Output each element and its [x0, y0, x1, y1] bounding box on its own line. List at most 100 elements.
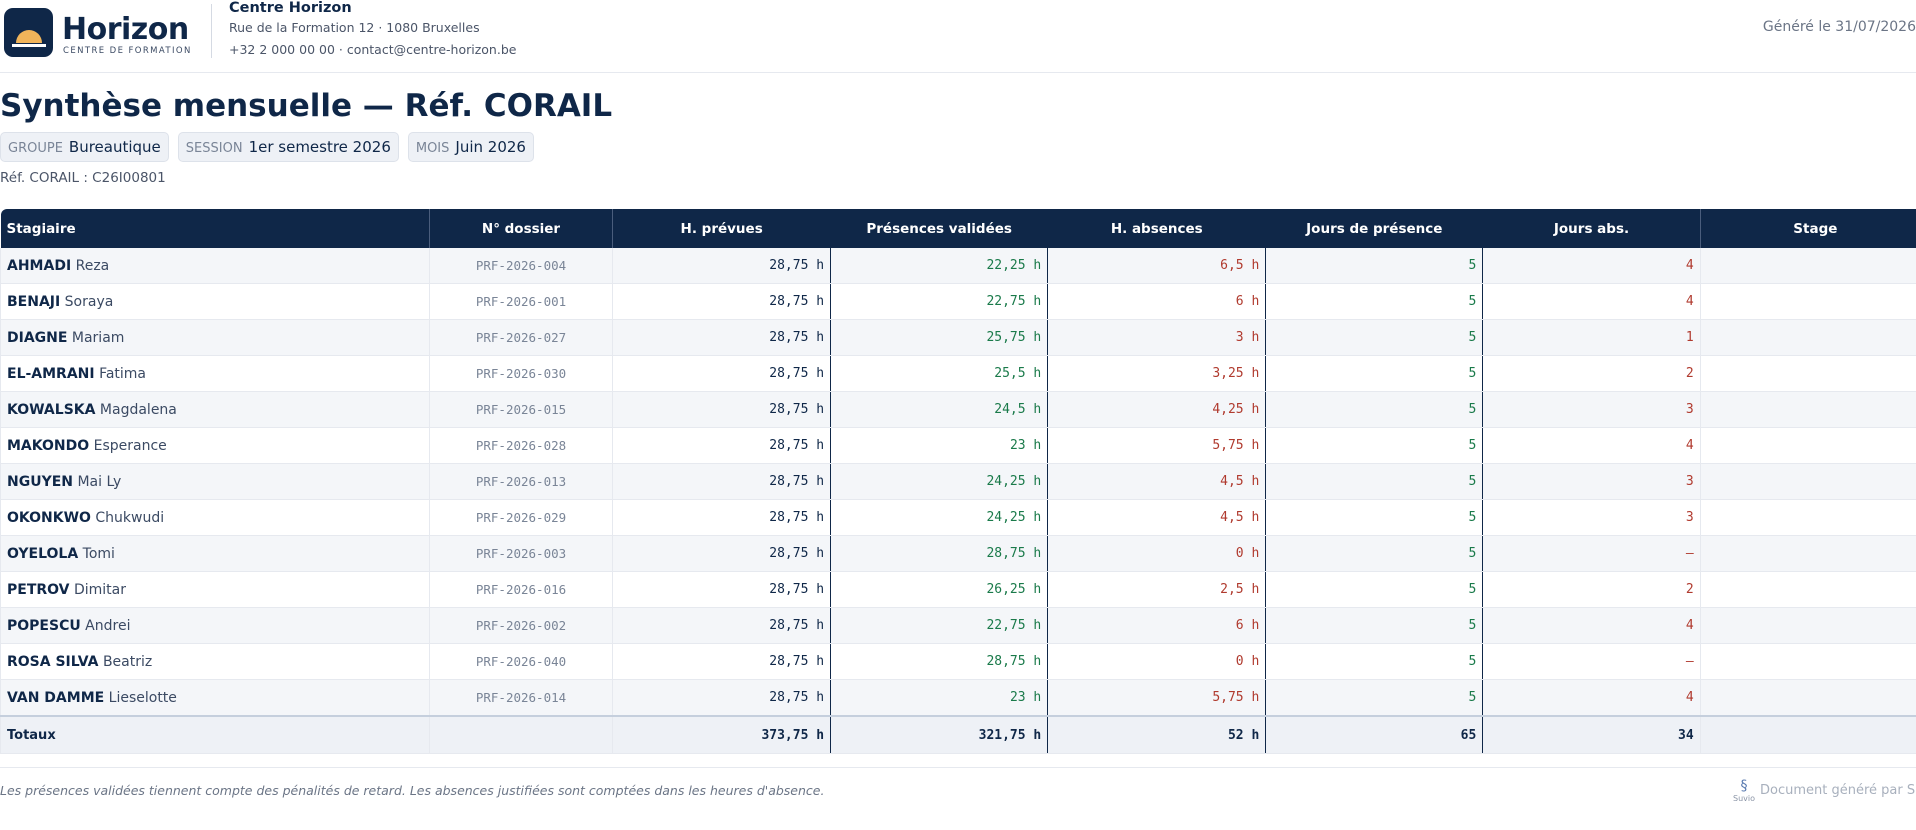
first-name: Dimitar [73, 581, 126, 598]
footer-note: Les présences validées tiennent compte d… [0, 783, 825, 798]
cell: 5 [1265, 283, 1484, 320]
name-cell: DIAGNE Mariam [0, 319, 430, 356]
last-name: EL-AMRANI [7, 365, 95, 382]
cell: 28,75 h [612, 463, 831, 500]
cell: 5 [1265, 571, 1484, 608]
cell: PRF-2026-003 [428, 535, 613, 572]
table-row: ROSA SILVA Beatriz PRF-2026-040 28,75 h 28,… [0, 643, 1916, 680]
cell: PRF-2026-040 [428, 643, 613, 680]
badges: GROUPE Bureautique SESSION 1er semestre 202… [0, 132, 534, 162]
first-name: Chukwudi [95, 509, 165, 526]
cell: 28,75 h [612, 355, 831, 392]
column-header: N° dossier [428, 209, 613, 248]
column-header: H. prévues [612, 209, 831, 248]
name-cell: BENAJI Soraya [0, 283, 430, 320]
badge-label: MOIS [415, 141, 450, 156]
total-cell: 65 [1265, 715, 1484, 754]
cell: 2 [1482, 571, 1701, 608]
cell: 28,75 h [612, 499, 831, 536]
last-name: BENAJI [7, 293, 61, 310]
cell: PRF-2026-028 [428, 427, 613, 464]
cell: 28,75 h [830, 643, 1049, 680]
last-name: AHMADI [7, 257, 72, 274]
cell: PRF-2026-016 [428, 571, 613, 608]
cell: 28,75 h [612, 391, 831, 428]
first-name: Lieselotte [108, 689, 177, 706]
header: Horizon CENTRE DE FORMATION Centre Horiz… [0, 0, 1916, 73]
cell: 25,75 h [830, 319, 1049, 356]
column-header: Stage [1699, 209, 1916, 248]
cell: – [1699, 643, 1916, 680]
cell: 6,5 h [1047, 248, 1266, 284]
cell: 28,75 h [612, 571, 831, 608]
cell: 4 [1482, 679, 1701, 717]
last-name: POPESCU [7, 617, 81, 634]
cell: 6 h [1047, 283, 1266, 320]
first-name: Fatima [99, 365, 147, 382]
cell: 4 [1482, 248, 1701, 284]
cell [428, 715, 613, 754]
table-row: OKONKWO Chukwudi PRF-2026-029 28,75 h 24,25… [0, 499, 1916, 536]
first-name: Mai Ly [77, 473, 122, 490]
cell: 23 h [830, 679, 1049, 717]
address: Rue de la Formation 12 · 1080 Bruxelles [229, 20, 480, 35]
cell: 0 h [1047, 535, 1266, 572]
contact: +32 2 000 00 00 · contact@centre-horizon… [229, 42, 517, 57]
column-header: Stagiaire [0, 209, 430, 248]
cell: 5 [1265, 427, 1484, 464]
cell: – [1699, 391, 1916, 428]
cell: 24,5 h [830, 391, 1049, 428]
cell: 3 [1482, 463, 1701, 500]
last-name: KOWALSKA [7, 401, 96, 418]
cell: 25,5 h [830, 355, 1049, 392]
cell: – [1699, 571, 1916, 608]
logo-icon [4, 8, 53, 57]
cell: – [1699, 535, 1916, 572]
name-cell: VAN DAMME Lieselotte [0, 679, 430, 717]
column-header: Jours de présence [1265, 209, 1484, 248]
cell: 24,25 h [830, 499, 1049, 536]
name-cell: EL-AMRANI Fatima [0, 355, 430, 392]
cell: 3,25 h [1047, 355, 1266, 392]
name-cell: MAKONDO Esperance [0, 427, 430, 464]
cell: 28,75 h [612, 535, 831, 572]
cell: 22,25 h [830, 248, 1049, 284]
badge: GROUPE Bureautique [0, 132, 169, 162]
cell: 5,75 h [1047, 679, 1266, 717]
first-name: Magdalena [99, 401, 177, 418]
brand: Document généré par Suvio [1760, 783, 1916, 798]
cell: – [1699, 355, 1916, 392]
reference: Réf. CORAIL : C26I00801 [0, 170, 166, 186]
name-cell: OKONKWO Chukwudi [0, 499, 430, 536]
cell: – [1699, 319, 1916, 356]
cell: 4 [1482, 607, 1701, 644]
column-header: Jours abs. [1482, 209, 1701, 248]
last-name: NGUYEN [7, 473, 73, 490]
badge: MOIS Juin 2026 [407, 132, 534, 162]
cell: 28,75 h [612, 283, 831, 320]
cell: 22,75 h [830, 283, 1049, 320]
first-name: Esperance [93, 437, 167, 454]
title: Synthèse mensuelle — Réf. CORAIL [0, 88, 613, 124]
table-row: PETROV Dimitar PRF-2026-016 28,75 h 26,25 h… [0, 571, 1916, 608]
first-name: Andrei [85, 617, 131, 634]
cell: 28,75 h [612, 427, 831, 464]
totals-label: Totaux [0, 715, 430, 754]
badge-label: SESSION [185, 141, 243, 156]
cell: – [1699, 679, 1916, 717]
cell: – [1699, 499, 1916, 536]
cell: 5 [1265, 535, 1484, 572]
last-name: VAN DAMME [7, 689, 105, 706]
cell: – [1482, 643, 1701, 680]
first-name: Mariam [71, 329, 125, 346]
cell: – [1699, 283, 1916, 320]
cell: 26,25 h [830, 571, 1049, 608]
last-name: DIAGNE [7, 329, 68, 346]
cell: PRF-2026-001 [428, 283, 613, 320]
